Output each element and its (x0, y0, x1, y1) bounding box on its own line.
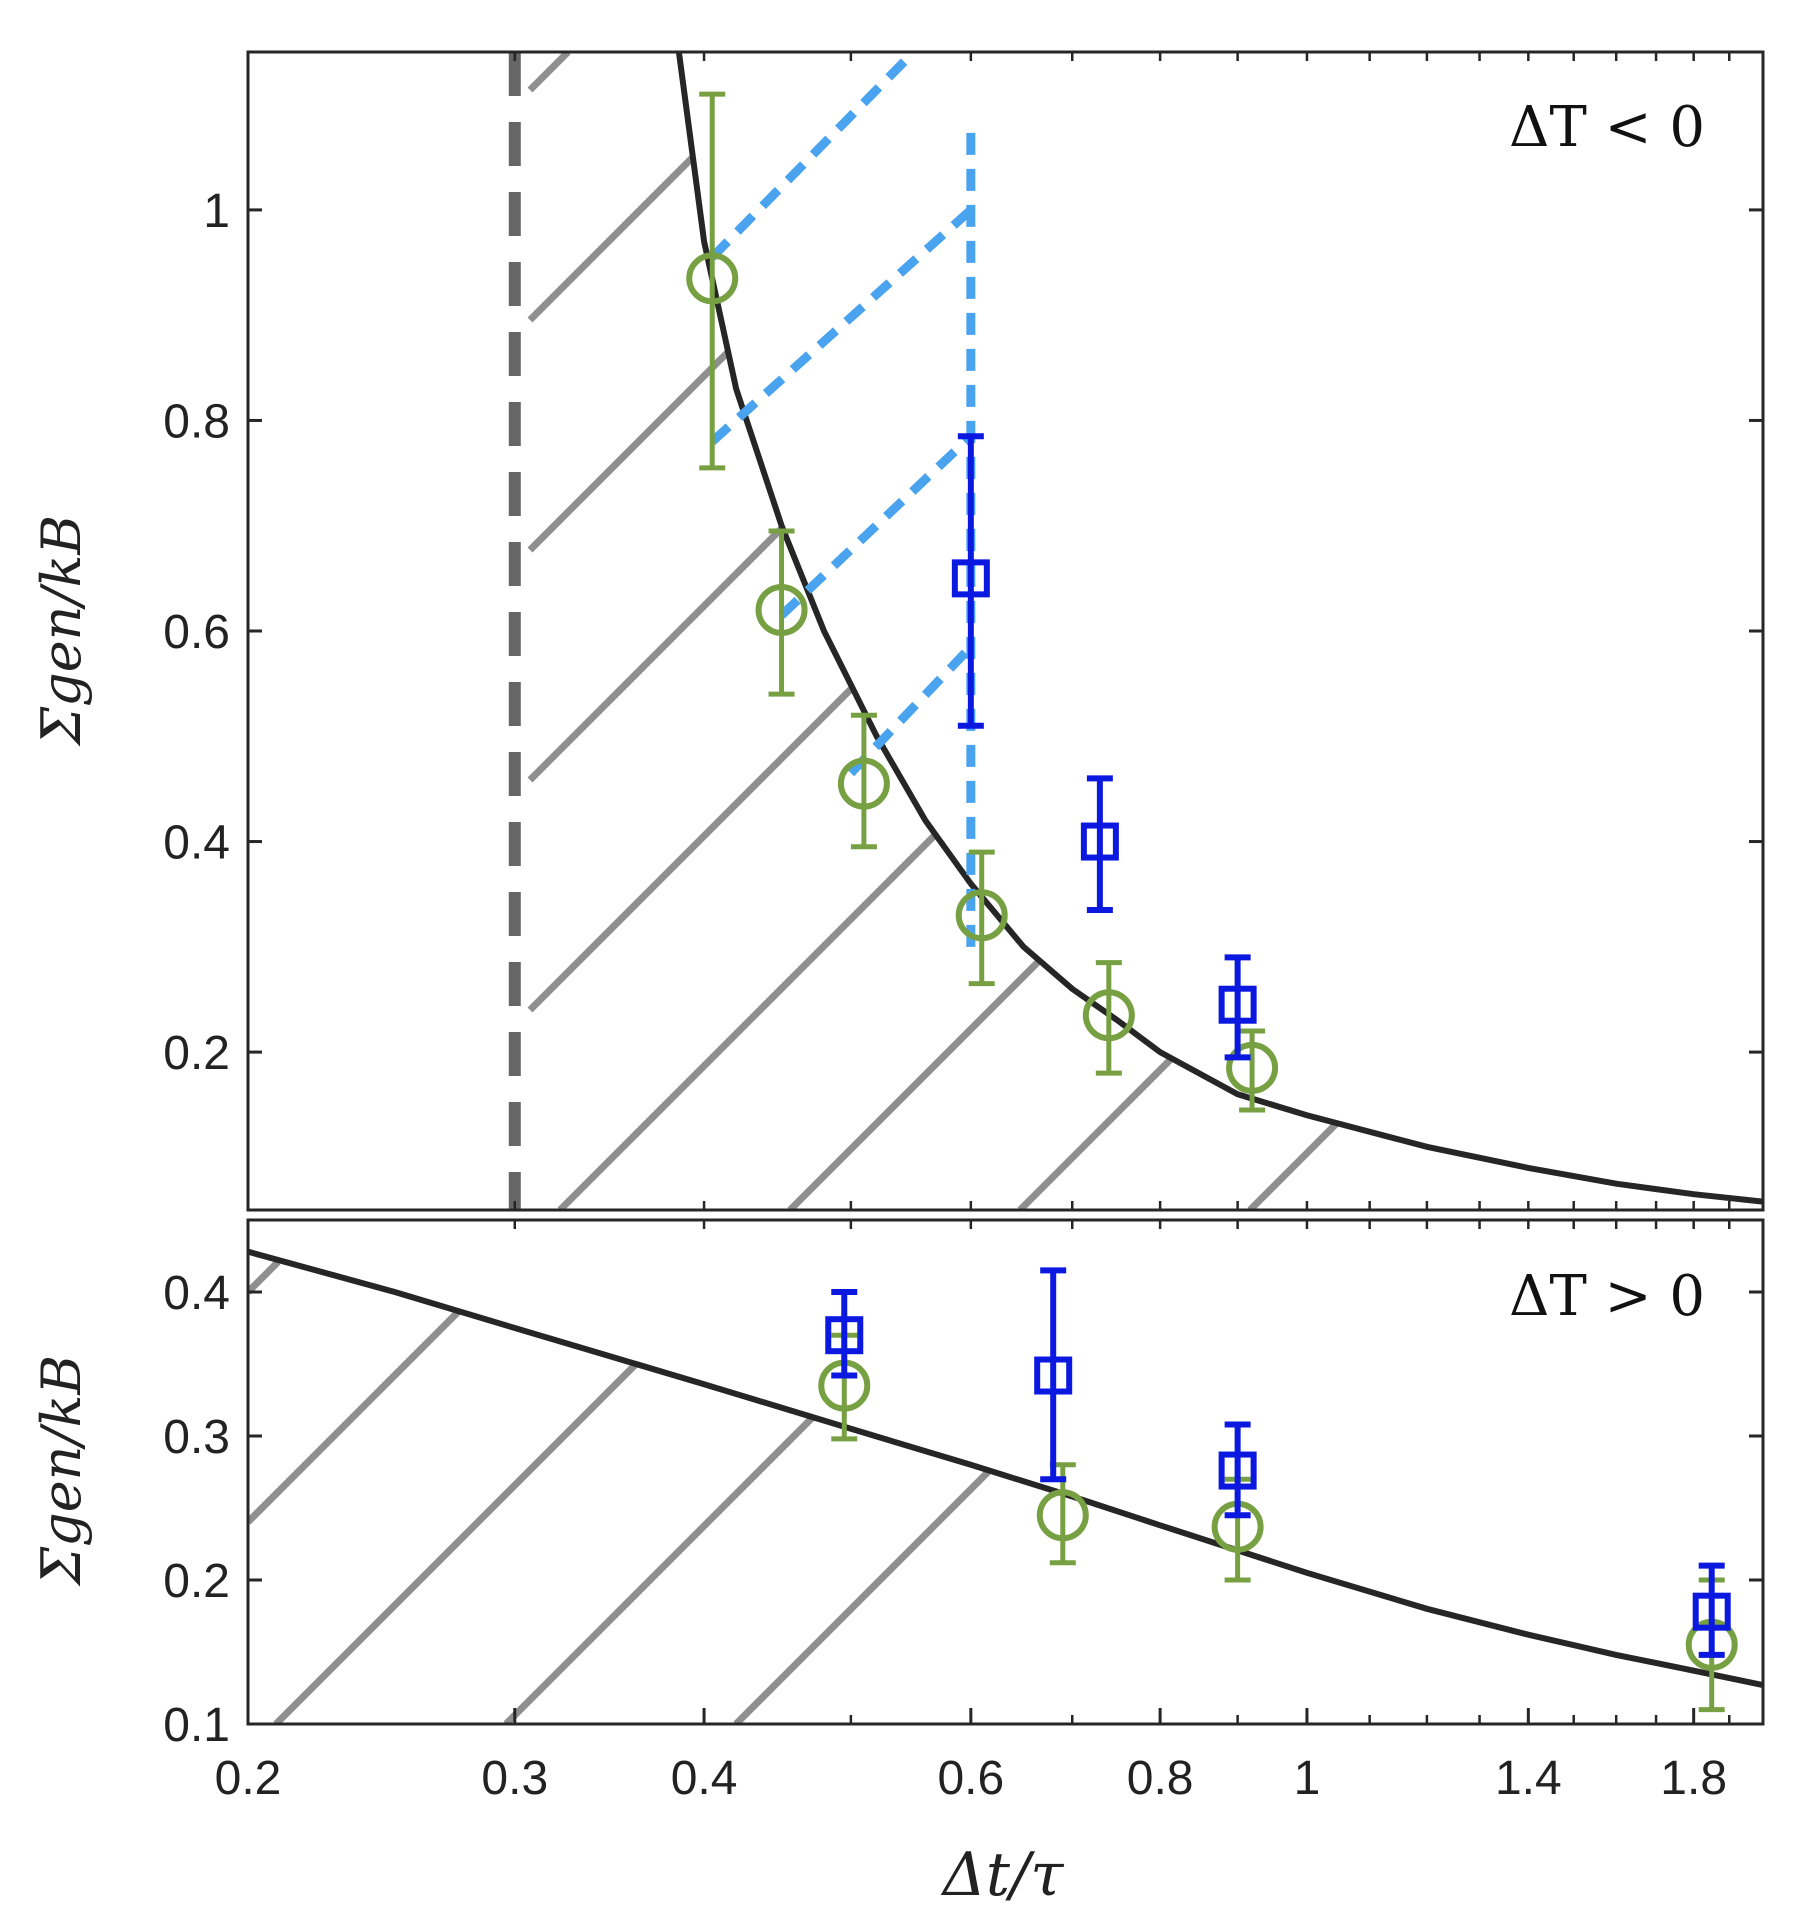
data-point-circle (755, 583, 808, 636)
hatch-line (248, 1259, 281, 1295)
y-tick-label: 0.4 (163, 817, 230, 870)
x-axis-title: Δt/τ (941, 1840, 1065, 1910)
data-point-circle (1082, 989, 1135, 1042)
guide-line (847, 643, 975, 777)
data-point-square (1218, 1451, 1257, 1490)
hatch-line (1017, 1057, 1173, 1210)
bound-curve (675, 52, 1763, 1205)
y-tick-label: 1 (203, 185, 230, 238)
x-tick-label: 0.8 (1127, 1752, 1194, 1805)
y-tick-label: 0.1 (163, 1699, 230, 1752)
hatch-line (503, 1415, 815, 1724)
top-panel-annotation: ΔT < 0 (1509, 95, 1705, 160)
hatch-line (527, 525, 785, 783)
data-point-circle (955, 889, 1008, 942)
data-point-square (1034, 1356, 1073, 1395)
hatch-line (1247, 1121, 1339, 1210)
hatch-line (248, 1309, 461, 1525)
data-point-square (1692, 1592, 1731, 1631)
hatch-line (733, 1469, 991, 1724)
guide-line (778, 432, 974, 619)
plot-frame (246, 50, 1765, 1212)
hatch-line (787, 959, 1041, 1210)
plot-frame (246, 1218, 1765, 1726)
y-tick-label: 0.2 (163, 1555, 230, 1608)
x-tick-label: 1.8 (1660, 1752, 1727, 1805)
y-tick-label: 0.8 (163, 395, 230, 448)
bottom-panel: 0.10.20.30.40.2 0.3 0.4 0.6 0.8 1 1.4 1.8 (163, 1218, 1765, 1805)
hatch-line (527, 685, 855, 1013)
x-tick-label: 0.4 (671, 1752, 738, 1805)
blue-square-series (825, 1267, 1731, 1658)
guide-line (709, 206, 974, 445)
hatch-region (527, 52, 1339, 1210)
hatch-line (527, 155, 695, 323)
data-point-circle (686, 252, 739, 305)
green-circle-series (686, 91, 1279, 1113)
hatch-region (248, 1259, 991, 1724)
top-panel: 0.2 0.4 0.6 0.8 1 (163, 50, 1765, 1212)
hatch-line (557, 833, 937, 1210)
y-tick-label: 0.6 (163, 606, 230, 659)
x-tick-label: 1 (1294, 1752, 1321, 1805)
bound-curve (248, 1248, 1763, 1689)
bottom-y-axis-title: Σgen/kB (30, 1355, 93, 1587)
data-point-circle (1226, 1041, 1279, 1094)
data-point-circle (837, 757, 890, 810)
data-point-square (951, 559, 990, 598)
data-point-circle (1036, 1489, 1089, 1542)
hatch-line (527, 52, 571, 93)
blue-square-series (951, 433, 1257, 1061)
data-point-square (825, 1316, 864, 1355)
data-point-square (1218, 985, 1257, 1024)
x-tick-label: 0.6 (937, 1752, 1004, 1805)
data-point-square (1080, 822, 1119, 861)
hatch-line (273, 1361, 639, 1724)
x-tick-label: 0.2 (215, 1752, 282, 1805)
x-tick-label: 1.4 (1495, 1752, 1562, 1805)
y-tick-label: 0.3 (163, 1411, 230, 1464)
guide-line (709, 52, 917, 261)
y-tick-label: 0.4 (163, 1267, 230, 1320)
y-tick-label: 0.2 (163, 1027, 230, 1080)
hatch-line (527, 349, 731, 553)
x-tick-label: 0.3 (481, 1752, 548, 1805)
bottom-panel-annotation: ΔT > 0 (1509, 1264, 1705, 1329)
top-y-axis-title: Σgen/kB (30, 515, 93, 747)
